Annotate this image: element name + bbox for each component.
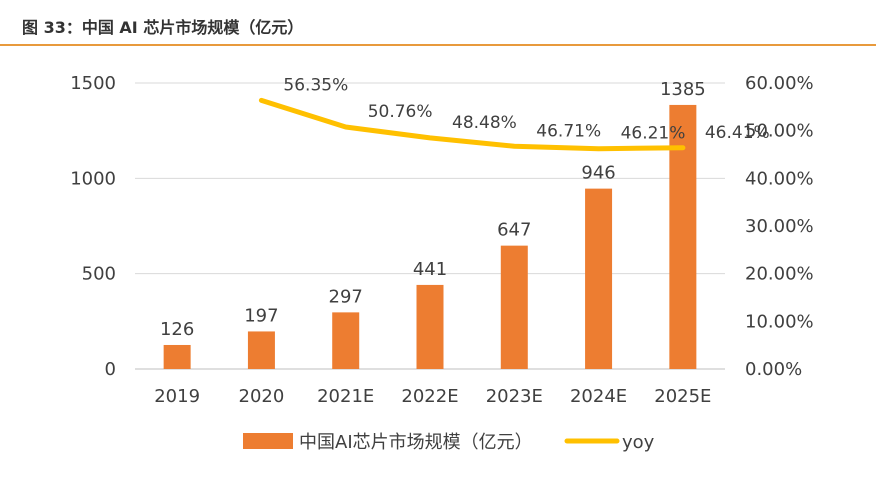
- left-tick-label: 0: [105, 359, 116, 380]
- bar-data-labels: 126 197 297 441 647 946 1385: [160, 79, 706, 340]
- bar-2021E: [332, 312, 360, 369]
- legend-line-label: yoy: [622, 432, 655, 453]
- x-tick-label: 2023E: [486, 386, 543, 407]
- yoy-data-labels: 56.35% 50.76% 48.48% 46.71% 46.21% 46.41%: [283, 75, 769, 143]
- bar-2022E: [416, 284, 444, 369]
- bar-label-2020: 197: [244, 305, 278, 326]
- bar-2025E: [669, 104, 697, 369]
- legend: 中国AI芯片市场规模（亿元） yoy: [243, 432, 655, 453]
- left-axis-ticks: 0 500 1000 1500: [70, 73, 116, 380]
- right-tick-label: 0.00%: [745, 359, 802, 380]
- right-tick-label: 10.00%: [745, 311, 814, 332]
- yoy-label-2024E: 46.21%: [621, 124, 686, 144]
- yoy-label-2021E: 50.76%: [368, 102, 433, 122]
- right-tick-label: 30.00%: [745, 216, 814, 237]
- bar-label-2022E: 441: [413, 259, 447, 280]
- right-tick-label: 60.00%: [745, 73, 814, 94]
- yoy-line: [258, 97, 686, 152]
- x-tick-label: 2025E: [654, 386, 711, 407]
- right-tick-label: 40.00%: [745, 168, 814, 189]
- bar-label-2024E: 946: [581, 163, 615, 184]
- x-tick-label: 2021E: [317, 386, 374, 407]
- left-tick-label: 1000: [70, 168, 116, 189]
- legend-bar-swatch: [243, 433, 293, 449]
- title-divider: [0, 44, 876, 46]
- bar-label-2021E: 297: [329, 286, 363, 307]
- yoy-label-2025E: 46.41%: [705, 123, 770, 143]
- bar-label-2019: 126: [160, 319, 194, 340]
- x-tick-label: 2024E: [570, 386, 627, 407]
- left-tick-label: 500: [82, 264, 116, 285]
- yoy-label-2022E: 48.48%: [452, 113, 517, 133]
- figure-header: 图 33：中国 AI 芯片市场规模（亿元）: [0, 0, 876, 46]
- yoy-label-2020: 56.35%: [283, 75, 348, 95]
- x-tick-label: 2022E: [401, 386, 458, 407]
- left-tick-label: 1500: [70, 73, 116, 94]
- bar-series: [163, 104, 697, 369]
- x-tick-label: 2020: [239, 386, 285, 407]
- bar-2024E: [585, 188, 613, 369]
- figure-title: 图 33：中国 AI 芯片市场规模（亿元）: [22, 18, 304, 37]
- yoy-line-series: [258, 97, 686, 152]
- legend-bar-label: 中国AI芯片市场规模（亿元）: [299, 432, 533, 453]
- x-tick-label: 2019: [154, 386, 200, 407]
- x-axis-ticks: 2019 2020 2021E 2022E 2023E 2024E 2025E: [154, 386, 711, 407]
- bar-2023E: [500, 245, 528, 369]
- bar-label-2025E: 1385: [660, 79, 706, 100]
- bar-label-2023E: 647: [497, 220, 531, 241]
- bar-2019: [163, 344, 191, 369]
- right-axis-ticks: 0.00% 10.00% 20.00% 30.00% 40.00% 50.00% 60.00…: [745, 73, 814, 380]
- bar-2020: [247, 331, 275, 369]
- right-tick-label: 20.00%: [745, 264, 814, 285]
- right-tick-label: 50.00%: [745, 121, 814, 142]
- yoy-label-2023E: 46.71%: [536, 121, 601, 141]
